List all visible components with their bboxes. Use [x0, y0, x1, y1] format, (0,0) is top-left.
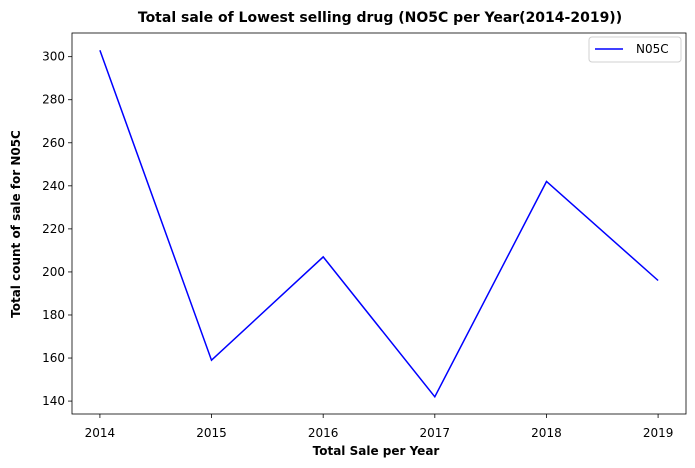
y-tick-label: 300 [42, 50, 65, 64]
y-tick-label: 280 [42, 93, 65, 107]
x-axis-label: Total Sale per Year [313, 444, 440, 458]
y-tick-label: 240 [42, 179, 65, 193]
x-axis-ticks: 2014 2015 2016 2017 2018 2019 [85, 414, 674, 440]
series-line-n05c [99, 49, 659, 399]
y-tick-label: 200 [42, 265, 65, 279]
legend-label-n05c: N05C [636, 42, 669, 56]
x-tick-label: 2019 [643, 426, 674, 440]
chart-title: Total sale of Lowest selling drug (NO5C … [138, 10, 622, 26]
plot-frame [71, 32, 687, 415]
x-tick-label: 2018 [531, 426, 562, 440]
x-tick-label: 2014 [85, 426, 116, 440]
y-tick-label: 160 [42, 351, 65, 365]
y-tick-label: 140 [42, 394, 65, 408]
y-tick-label: 260 [42, 136, 65, 150]
legend-box [588, 36, 682, 63]
y-tick-label: 180 [42, 308, 65, 322]
x-tick-label: 2015 [196, 426, 227, 440]
y-axis-label: Total count of sale for N05C [9, 130, 23, 318]
x-tick-label: 2017 [420, 426, 451, 440]
legend: N05C [588, 36, 682, 63]
y-axis-ticks: 140 160 180 200 220 240 260 280 300 [42, 50, 72, 408]
y-tick-label: 220 [42, 222, 65, 236]
x-tick-label: 2016 [308, 426, 339, 440]
